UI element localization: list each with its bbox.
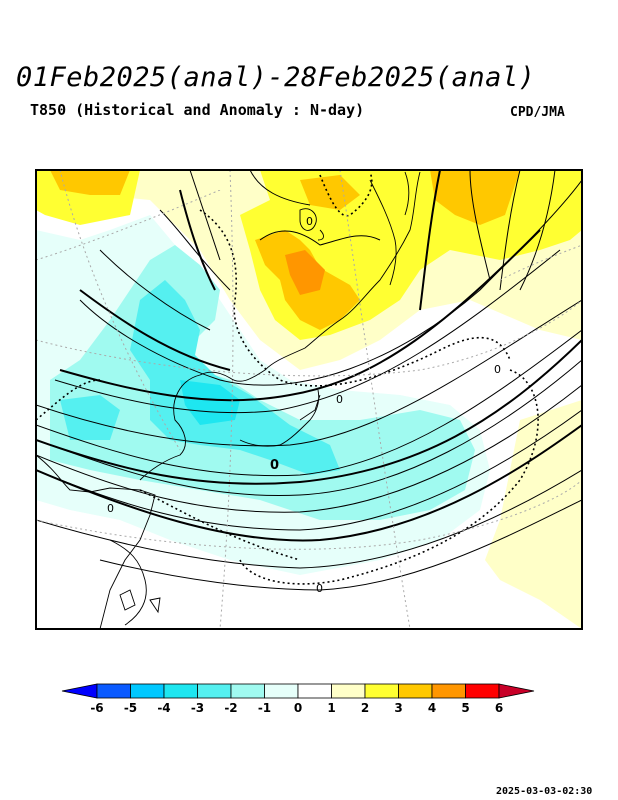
warm-anomaly-region-east <box>485 400 582 629</box>
colorbar-swatch <box>465 683 500 699</box>
map-plot-area <box>36 170 582 629</box>
thick-contours <box>36 170 582 542</box>
colorbar-swatch <box>364 683 399 699</box>
colorbar-swatch <box>331 683 366 699</box>
colorbar-swatch <box>197 683 232 699</box>
colorbar-tick-label: 0 <box>294 701 302 715</box>
colorbar-tick-label: -1 <box>258 701 271 715</box>
temperature-contours <box>36 170 582 591</box>
contour-label: 0 <box>107 502 114 515</box>
colorbar-swatch <box>230 683 265 699</box>
warm-anomaly-region-orange-2 <box>430 170 520 225</box>
timestamp: 2025-03-03-02:30 <box>496 786 593 797</box>
colorbar-tick-label: -6 <box>90 701 103 715</box>
colorbar-swatch <box>264 683 299 699</box>
colorbar-swatch <box>398 683 433 699</box>
warm-anomaly-region-orange-3 <box>50 170 130 195</box>
colorbar-tick-label: -2 <box>224 701 237 715</box>
colorbar-swatch <box>431 683 466 699</box>
credit-label: CPD/JMA <box>510 105 565 120</box>
map-frame <box>35 169 583 630</box>
cool-anomaly-region-strong <box>130 280 340 475</box>
map-title: 01Feb2025(anal)-28Feb2025(anal) <box>16 62 536 93</box>
coastlines <box>36 171 421 629</box>
lat-lon-grid <box>36 170 582 629</box>
colorbar-tick-label: 2 <box>361 701 369 715</box>
colorbar-tick-label: 4 <box>428 701 436 715</box>
map-subtitle: T850 (Historical and Anomaly : N-day) <box>30 101 365 119</box>
colorbar-swatch <box>163 683 198 699</box>
colorbar-arrow-high <box>498 683 535 699</box>
colorbar-tick-label: 3 <box>394 701 402 715</box>
colorbar-swatch <box>130 683 165 699</box>
colorbar-swatch <box>96 683 131 699</box>
contour-label: 0 <box>316 582 323 595</box>
colorbar-arrow-low <box>61 683 98 699</box>
colorbar-swatches <box>61 683 535 699</box>
colorbar-tick-label: 1 <box>327 701 335 715</box>
cool-anomaly-region-strong-3 <box>60 395 120 440</box>
colorbar-tick-label: -3 <box>191 701 204 715</box>
colorbar-tick-label: -5 <box>124 701 137 715</box>
cool-anomaly-region-strong-2 <box>180 380 240 425</box>
colorbar-tick-label: 5 <box>461 701 469 715</box>
contour-label: 0 <box>494 363 501 376</box>
contour-label: 0 <box>306 215 313 228</box>
warm-anomaly-region-deep <box>285 250 325 295</box>
colorbar-ticks: -6 -5 -4 -3 -2 -1 0 1 2 3 4 5 6 <box>90 701 503 715</box>
colorbar-tick-label: -4 <box>157 701 170 715</box>
colorbar-tick-label: 6 <box>495 701 503 715</box>
colorbar-swatch <box>297 683 332 699</box>
contour-label: 0 <box>336 393 343 406</box>
contour-label: 0 <box>270 458 279 473</box>
contour-label-group: 0 0 0 0 0 0 <box>107 215 501 595</box>
